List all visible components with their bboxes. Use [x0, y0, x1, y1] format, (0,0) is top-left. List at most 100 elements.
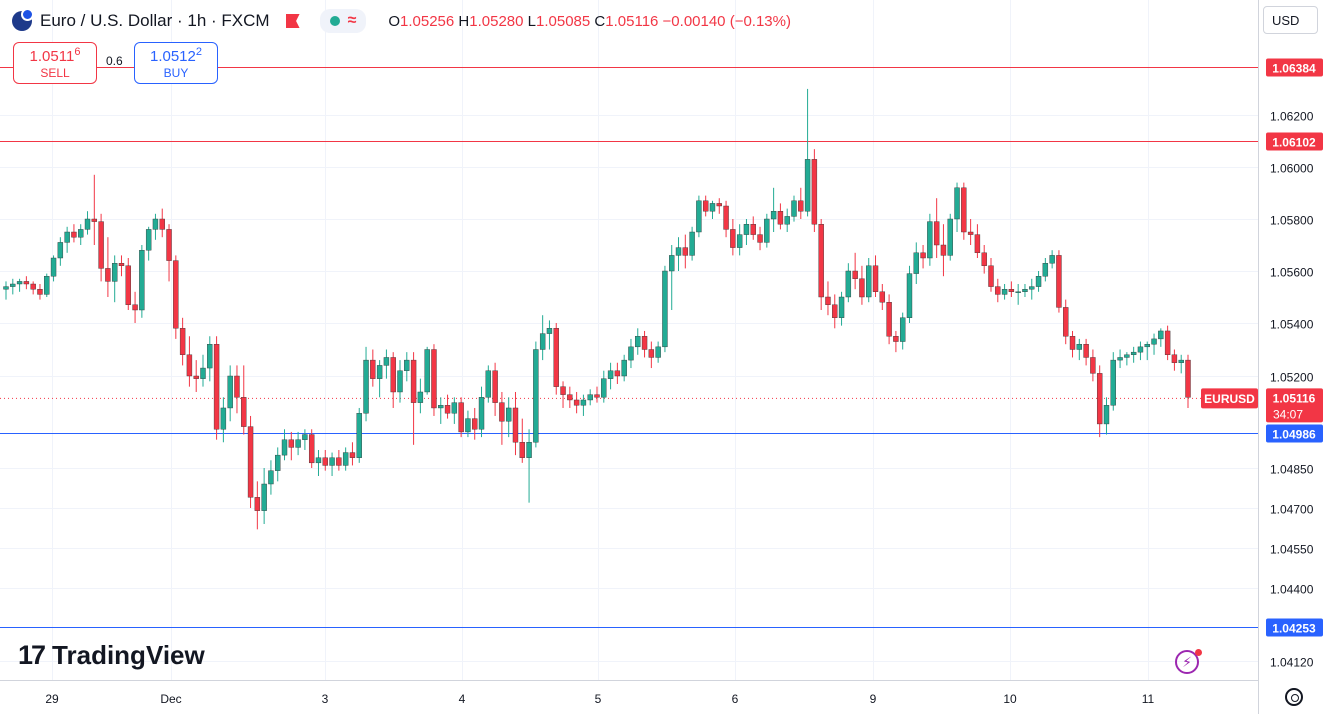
candle-body	[465, 418, 471, 433]
buy-price-main: 1.0512	[149, 48, 196, 65]
buy-button[interactable]: 1.05122 BUY	[134, 42, 218, 84]
candle-body	[410, 359, 417, 403]
y-tick-label: 1.04850	[1270, 463, 1314, 477]
candle-body	[166, 229, 172, 261]
price-line-tag-label: 1.04253	[1272, 622, 1316, 636]
candle-body	[390, 357, 396, 393]
candle-body	[750, 223, 756, 235]
x-tick-label: 9	[870, 692, 877, 706]
ohlc-open: 1.05256	[400, 12, 455, 30]
candle-body	[261, 483, 267, 511]
tradingview-logo: 17 TradingView	[18, 640, 205, 671]
candle-body	[3, 286, 9, 290]
candle-body	[770, 210, 777, 220]
candle-body	[764, 218, 770, 243]
candle-body	[111, 263, 118, 282]
candle-body	[1015, 291, 1021, 293]
candle-body	[696, 200, 702, 233]
price-lines	[0, 67, 1258, 628]
candle-body	[23, 281, 30, 285]
price-line-tag	[1266, 618, 1323, 637]
candle-body	[485, 370, 492, 398]
candle-body	[397, 370, 403, 393]
candle-body	[594, 394, 600, 398]
bolt-icon[interactable]: ⚡	[1175, 649, 1202, 674]
candle-body	[179, 328, 186, 355]
candle-body	[906, 273, 913, 319]
candle-body	[628, 346, 634, 361]
candle-body	[1124, 354, 1130, 358]
ohlc-h-label: H	[458, 12, 470, 30]
candle-body	[1056, 255, 1062, 308]
candle-body	[234, 375, 240, 398]
candle-body	[139, 249, 145, 311]
candle-body	[308, 434, 315, 464]
settings-icon[interactable]	[1285, 688, 1303, 706]
time-axis[interactable]: 29 Dec 3 4 5 6 9 10 11	[45, 692, 1154, 706]
candle-body	[30, 283, 36, 290]
candle-body	[1069, 336, 1076, 350]
candle-body	[872, 265, 879, 292]
candle-body	[193, 375, 199, 379]
candle-body	[105, 268, 111, 282]
candle-body	[438, 405, 444, 409]
buy-label: BUY	[163, 66, 189, 80]
candle-body	[614, 370, 621, 377]
symbol-title[interactable]: Euro / U.S. Dollar · 1h · FXCM	[40, 11, 270, 30]
status-pill[interactable]: ≈	[319, 9, 367, 33]
candle-body	[492, 370, 498, 403]
candle-body	[560, 386, 566, 395]
candle-body	[207, 344, 213, 369]
current-price-label: 1.05116	[1273, 391, 1316, 405]
candle-body	[57, 242, 64, 259]
candle-body	[1164, 330, 1171, 356]
candle-body	[1049, 255, 1055, 264]
candle-body	[1185, 359, 1191, 398]
candle-body	[825, 296, 831, 305]
candle-body	[431, 349, 437, 409]
chart-grid	[0, 0, 1258, 680]
candle-body	[682, 247, 689, 256]
candle-body	[281, 439, 288, 456]
symbol-tag	[1201, 388, 1258, 409]
candle-body	[648, 349, 655, 358]
candle-body	[1151, 338, 1157, 345]
candle-body	[621, 359, 627, 377]
sell-button[interactable]: 1.05116 SELL	[13, 42, 97, 84]
candle-body	[71, 231, 77, 238]
candle-body	[845, 270, 852, 298]
candle-body	[553, 328, 559, 387]
ohlc-low: 1.05085	[536, 12, 591, 30]
x-tick-label: Dec	[160, 692, 181, 706]
ohlc-high: 1.05280	[469, 12, 524, 30]
logo-mark: 17	[18, 640, 46, 670]
ohlc-close: 1.05116	[605, 12, 659, 30]
candle-body	[451, 402, 458, 414]
flag-marker-icon[interactable]	[285, 14, 300, 28]
y-tick-label: 1.06200	[1270, 110, 1314, 124]
candle-body	[64, 231, 70, 243]
candle-body	[899, 317, 906, 342]
x-tick-label: 10	[1003, 692, 1017, 706]
x-tick-label: 4	[459, 692, 466, 706]
candle-body	[227, 375, 233, 409]
candle-body	[852, 270, 858, 279]
price-axis[interactable]: 1.06200 1.06000 1.05800 1.05600 1.05400 1.052…	[1270, 110, 1314, 670]
candle-body	[655, 346, 661, 358]
price-line-tag-label: 1.04986	[1272, 428, 1316, 442]
candle-body	[268, 470, 274, 485]
candle-body	[927, 221, 933, 259]
candle-body	[866, 265, 872, 298]
candle-body	[1008, 289, 1015, 293]
candle-body	[573, 399, 580, 406]
candle-body	[893, 336, 899, 342]
candle-body	[356, 413, 362, 458]
candle-body	[444, 405, 451, 414]
currency-selector[interactable]: USD	[1263, 6, 1318, 34]
y-tick-label: 1.05400	[1270, 318, 1314, 332]
candle-body	[832, 304, 838, 318]
candle-body	[288, 439, 295, 448]
sell-price-main: 1.0511	[29, 48, 75, 65]
y-tick-label: 1.06000	[1270, 162, 1314, 176]
